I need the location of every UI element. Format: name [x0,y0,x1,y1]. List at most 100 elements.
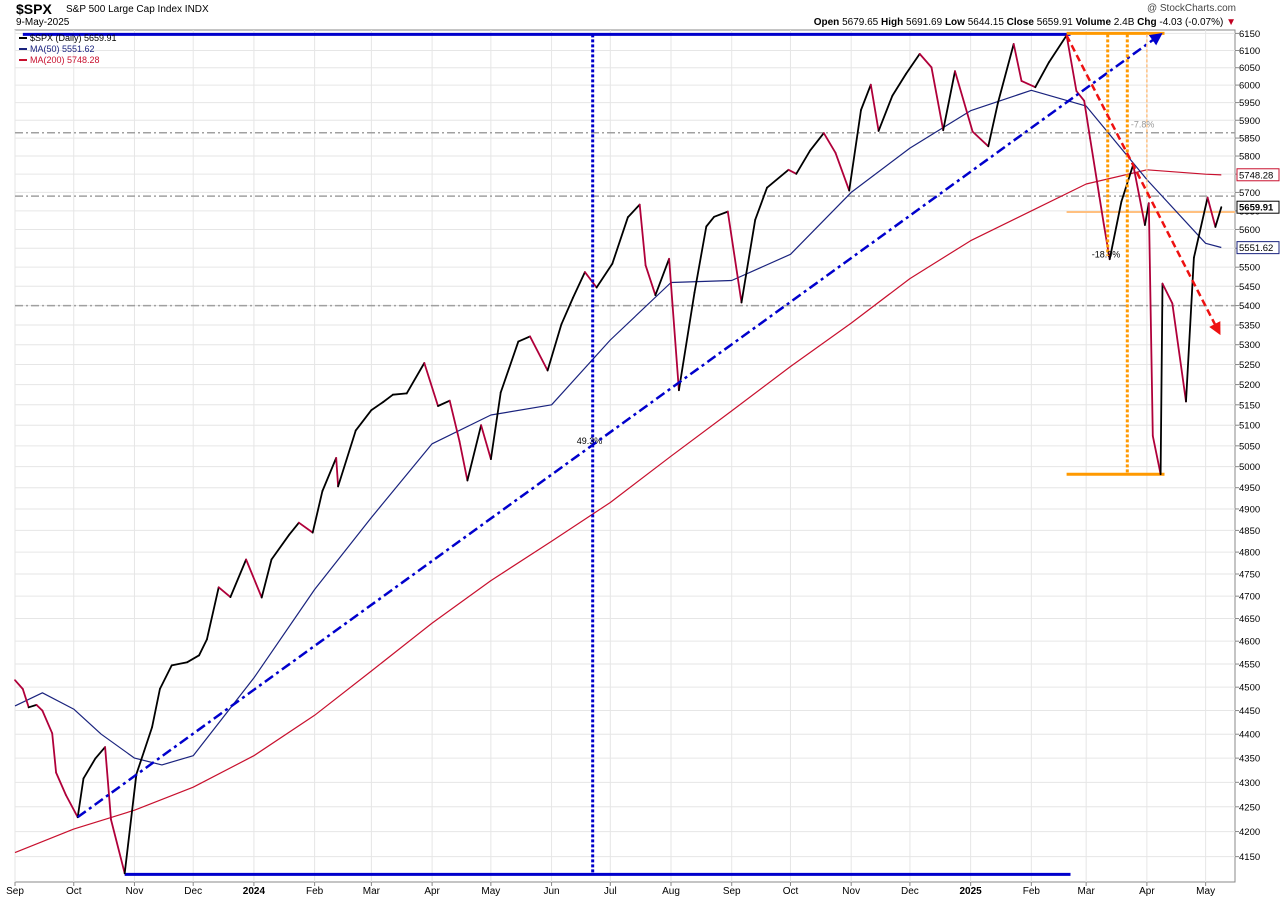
price-segment [94,746,106,760]
price-segment [110,818,126,875]
price-segment [370,401,385,412]
x-tick-label: May [481,886,500,897]
price-segment [143,726,154,752]
price-segment [135,750,146,775]
price-segment [321,456,338,493]
plot-frame [14,29,1236,883]
price-segment [205,586,220,641]
price-segment [382,393,394,403]
open-value: 5679.65 [842,17,879,28]
axes-layer: 4150 4200 4250 4300 4350 4400 4450 4500 4550 4600… [6,29,1280,897]
close-label: Close [1006,17,1034,28]
x-tick-label: Mar [1078,886,1096,897]
price-segment [270,533,291,561]
volume-value: 2.4B [1113,17,1135,28]
price-segment [517,335,531,343]
y-tick-label: 4150 [1239,852,1260,863]
x-tick-label: Dec [901,886,919,897]
ma50-line [14,89,1222,766]
y-tick-label: 5050 [1239,441,1260,452]
y-tick-label: 6100 [1239,46,1260,57]
grid-layer [14,29,1236,883]
measure-label: 49.3% [577,436,603,446]
price-segment [668,257,680,392]
price-segment [82,757,97,780]
price-segment [693,225,708,294]
high-value: 5691.69 [906,17,943,28]
close-value: 5659.91 [1036,17,1073,28]
price-segment [423,362,439,407]
price-segment [1108,200,1123,261]
legend-label: MA(200) 5748.28 [30,55,100,65]
price-segment [942,70,956,132]
x-tick-label: Feb [1023,886,1041,897]
legend-label: MA(50) 5551.62 [30,44,95,54]
price-segment [678,291,696,392]
ma50-layer [14,89,1222,766]
price-segment [834,151,851,192]
price-segment [560,296,574,326]
x-tick-label: Mar [363,886,381,897]
price-segment [795,149,811,175]
price-segment [1089,137,1105,226]
price-label-text: 5659.91 [1239,203,1274,214]
price-segment [51,732,57,774]
price-segment [877,95,894,132]
price-segment [391,392,408,396]
x-tick-label: Dec [184,886,202,897]
y-tick-label: 5950 [1239,98,1260,109]
y-tick-label: 5200 [1239,380,1260,391]
price-segment [1048,34,1068,64]
price-segment [229,558,248,598]
high-label: High [881,17,904,28]
x-tick-label: Apr [1139,886,1155,897]
price-segment [954,70,974,133]
price-label-box [1236,200,1280,214]
exchange-code: INDX [184,4,209,15]
price-segment [1193,196,1209,259]
ma200-layer [14,169,1222,854]
price-segment [297,521,314,534]
price-segment [151,688,161,728]
price-segment [869,83,880,132]
open-label: Open [813,17,840,28]
price-segment [754,186,768,221]
price-segment [335,456,340,488]
price-segment [1034,61,1050,89]
brand-watermark[interactable]: @ StockCharts.com [1146,3,1236,14]
y-tick-label: 5450 [1239,282,1260,293]
price-segment [997,43,1015,104]
price-segment [245,558,263,599]
x-tick-label: Oct [783,886,799,897]
price-segment [644,264,657,297]
security-name: S&P 500 Large Cap Index [66,4,183,15]
measure-label: -7.8% [1131,119,1155,129]
price-segment [437,399,451,407]
price-segment [1020,80,1037,89]
y-tick-label: 5700 [1239,188,1260,199]
y-tick-label: 5400 [1239,301,1260,312]
annotation-layer: 49.3% -18.9% -7.8% [76,32,1221,875]
price-segment [1151,434,1162,476]
price-segment [186,654,201,664]
price-segment [104,746,112,821]
price-segment [27,704,38,709]
x-tick-label: 2025 [960,886,983,897]
x-tick-label: Jun [544,886,560,897]
downtrend-line [1065,34,1221,336]
price-label-box [1236,241,1280,255]
price-segment [65,794,79,819]
chg-down-arrow-icon: ▼ [1226,17,1236,28]
price-segment [354,409,373,432]
price-segment [726,210,743,304]
price-segment [1012,43,1023,82]
y-tick-label: 5850 [1239,134,1260,145]
price-segment [458,440,469,482]
y-tick-label: 4600 [1239,637,1260,648]
price-segment [311,490,324,534]
price-segment [499,340,520,394]
x-tick-label: Feb [306,886,324,897]
price-segment [55,771,67,796]
y-tick-label: 5350 [1239,321,1260,332]
